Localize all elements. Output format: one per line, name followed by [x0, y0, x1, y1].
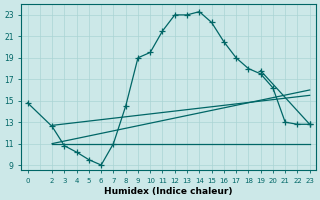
X-axis label: Humidex (Indice chaleur): Humidex (Indice chaleur): [104, 187, 233, 196]
